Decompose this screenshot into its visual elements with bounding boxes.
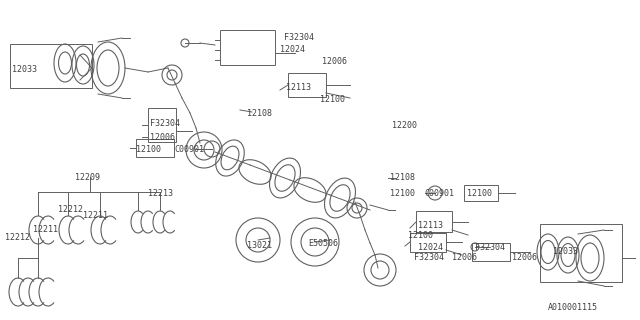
Text: 12212: 12212 [5, 233, 30, 242]
Bar [410, 233, 446, 252]
Bar [416, 211, 452, 232]
Text: 12100: 12100 [320, 95, 345, 105]
Text: 12033: 12033 [553, 247, 578, 257]
Text: 12209: 12209 [75, 172, 100, 181]
Text: 12006: 12006 [452, 252, 477, 261]
Text: 12211: 12211 [83, 212, 108, 220]
Text: F32304: F32304 [475, 243, 505, 252]
Text: 12006: 12006 [150, 132, 175, 141]
Text: 12024: 12024 [418, 243, 443, 252]
Text: E50506: E50506 [308, 239, 338, 249]
Text: 13021: 13021 [247, 242, 272, 251]
Text: 12006: 12006 [512, 252, 537, 261]
Bar [540, 224, 622, 282]
Text: 12211: 12211 [33, 225, 58, 234]
Text: 12200: 12200 [392, 121, 417, 130]
Text: 12113: 12113 [418, 220, 443, 229]
Text: C00901: C00901 [424, 189, 454, 198]
Text: A010001115: A010001115 [548, 303, 598, 313]
Text: F32304: F32304 [150, 119, 180, 129]
Text: 12213: 12213 [148, 188, 173, 197]
Bar [136, 139, 174, 157]
Bar [288, 73, 326, 97]
Text: C00901: C00901 [174, 145, 204, 154]
Text: F32304: F32304 [284, 33, 314, 42]
Text: 12100: 12100 [408, 231, 433, 241]
Text: 12108: 12108 [390, 172, 415, 181]
Text: F32304: F32304 [414, 252, 444, 261]
Bar [148, 108, 176, 142]
Text: 12033: 12033 [12, 66, 37, 75]
Bar [472, 243, 510, 261]
Bar [220, 30, 275, 65]
Text: 12100: 12100 [136, 145, 161, 154]
Text: 12100: 12100 [390, 189, 415, 198]
Text: 12006: 12006 [322, 58, 347, 67]
Bar [464, 185, 498, 201]
Text: 12113: 12113 [286, 83, 311, 92]
Text: 12024: 12024 [280, 45, 305, 54]
Bar [10, 44, 92, 88]
Text: 12212: 12212 [58, 205, 83, 214]
Text: 12108: 12108 [247, 108, 272, 117]
Text: 12100: 12100 [467, 189, 492, 198]
